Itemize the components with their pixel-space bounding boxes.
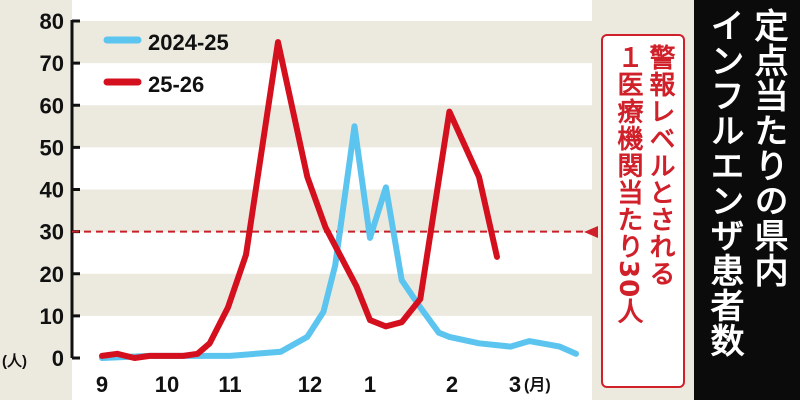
data-point-25-26 <box>496 256 498 258</box>
data-point-25-26 <box>134 357 135 359</box>
data-point-25-26 <box>369 319 371 321</box>
data-point-2024-25 <box>528 340 530 342</box>
annotation-line-1: 警報レベルとされる <box>645 44 675 287</box>
y-ticks: 0 10 20 30 40 50 60 70 80 (人) <box>2 9 80 371</box>
x-ticks: 9 10 11 12 1 2 3 (月) <box>96 372 551 397</box>
data-point-2024-25 <box>438 332 440 334</box>
x-tick-label: 2 <box>446 372 458 397</box>
y-tick-label: 60 <box>40 93 64 118</box>
data-point-25-26 <box>478 176 480 178</box>
data-point-2024-25 <box>385 186 387 188</box>
data-point-2024-25 <box>306 336 308 338</box>
data-point-2024-25 <box>369 237 371 239</box>
x-tick-label: 9 <box>96 372 108 397</box>
x-tick-label: 12 <box>298 372 322 397</box>
data-point-25-26 <box>324 226 326 228</box>
data-point-25-26 <box>419 298 421 300</box>
y-unit-label: (人) <box>2 353 27 370</box>
band <box>72 189 592 232</box>
legend-label-2024-25: 2024-25 <box>148 30 229 55</box>
x-tick-label: 10 <box>155 372 179 397</box>
data-point-25-26 <box>182 355 184 357</box>
y-tick-label: 0 <box>52 346 64 371</box>
y-tick-label: 80 <box>40 9 64 34</box>
data-point-2024-25 <box>575 353 577 355</box>
series-lines <box>99 39 579 361</box>
y-tick-label: 70 <box>40 51 64 76</box>
data-point-25-26 <box>101 355 103 357</box>
y-tick-label: 30 <box>40 220 64 245</box>
data-point-2024-25 <box>559 346 561 348</box>
data-point-25-26 <box>227 306 229 308</box>
title-line-2: インフルエンザ患者数 <box>704 8 744 358</box>
data-point-2024-25 <box>354 125 356 127</box>
title-panel: 定点当たりの県内 インフルエンザ患者数 <box>694 0 800 400</box>
x-tick-label: 1 <box>364 372 376 397</box>
x-tick-label: 3 <box>509 372 521 397</box>
band <box>72 105 592 148</box>
data-point-2024-25 <box>334 264 336 266</box>
legend-label-25-26: 25-26 <box>148 72 204 97</box>
data-point-25-26 <box>209 342 211 344</box>
threshold-arrow <box>584 226 598 238</box>
y-tick-label: 40 <box>40 178 64 203</box>
data-point-25-26 <box>166 355 168 357</box>
annotation-line-2: １医療機関当たり30人 <box>613 44 643 326</box>
y-tick-label: 10 <box>40 304 64 329</box>
data-point-2024-25 <box>401 279 403 281</box>
legend: 2024-25 25-26 <box>103 30 229 97</box>
x-unit-label: (月) <box>524 376 551 394</box>
data-point-25-26 <box>196 353 198 355</box>
y-tick-label: 20 <box>40 262 64 287</box>
title-line-1: 定点当たりの県内 <box>748 8 788 288</box>
data-point-25-26 <box>401 321 403 323</box>
warning-level-annotation: 警報レベルとされる １医療機関当たり30人 <box>601 34 685 388</box>
data-point-25-26 <box>149 355 151 357</box>
y-tick-label: 50 <box>40 135 64 160</box>
data-point-25-26 <box>116 353 118 355</box>
x-tick-label: 11 <box>218 372 241 397</box>
band <box>72 21 592 64</box>
data-point-2024-25 <box>280 351 282 353</box>
data-point-25-26 <box>355 285 357 287</box>
data-point-2024-25 <box>419 306 421 308</box>
data-point-25-26 <box>245 254 247 256</box>
data-point-25-26 <box>277 41 279 43</box>
data-point-2024-25 <box>510 346 511 348</box>
data-point-2024-25 <box>448 336 450 338</box>
data-point-2024-25 <box>478 342 480 344</box>
data-point-25-26 <box>306 176 308 178</box>
data-point-25-26 <box>385 325 387 327</box>
data-point-25-26 <box>448 111 450 113</box>
data-point-2024-25 <box>323 311 325 313</box>
data-point-2024-25 <box>229 355 231 357</box>
background-bands <box>72 0 592 400</box>
